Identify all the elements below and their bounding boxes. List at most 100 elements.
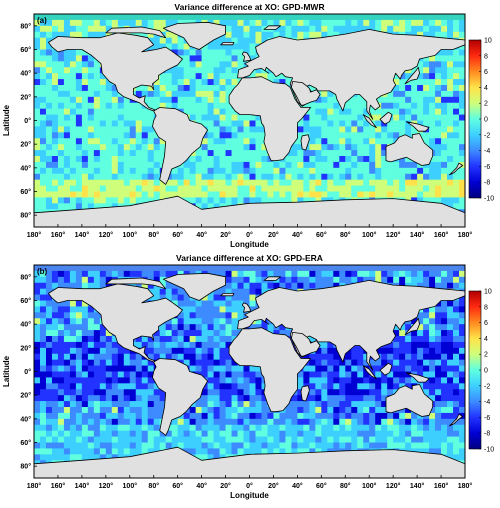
lon-tick-label: 40° (292, 482, 303, 490)
panel-letter: (b) (37, 267, 48, 276)
land-shape (405, 121, 430, 132)
colorbar-tick-label: 0 (484, 368, 488, 375)
land-shape (237, 29, 465, 120)
lat-tick-label: 20° (20, 93, 31, 101)
lat-tick-label: 40° (20, 164, 31, 172)
colorbar-tick-label: -4 (484, 148, 490, 155)
lon-tick-label: 140° (410, 231, 425, 239)
lon-tick-label: 120° (386, 231, 401, 239)
land-shape (241, 302, 252, 313)
lon-tick-label: 120° (99, 482, 114, 490)
colorbar-tick-label: 8 (484, 53, 488, 60)
lon-tick-label: 100° (123, 231, 138, 239)
lon-tick-label: 120° (99, 231, 114, 239)
colorbar-tick-label: 10 (484, 289, 492, 296)
lon-tick-label: 20° (268, 482, 279, 490)
colorbar-tick-label: 6 (484, 69, 488, 76)
land-shape (291, 81, 321, 106)
lat-tick-label: 60° (20, 188, 31, 196)
land-shape (404, 317, 420, 336)
land-shape (228, 76, 311, 162)
colorbar-tick-label: 2 (484, 352, 488, 359)
lon-tick-label: 40° (196, 231, 207, 239)
land-shape (220, 293, 235, 297)
colorbar-tick-label: -2 (484, 383, 490, 390)
land-shape (228, 327, 311, 413)
lon-tick-label: 180° (458, 231, 473, 239)
panel-b: Variance difference at XO: GPD-ERA (b) 80°… (2, 253, 494, 500)
land-shape (405, 372, 430, 383)
lon-tick-label: 0° (246, 482, 253, 490)
land-shape (48, 283, 183, 363)
lon-tick-label: 160° (434, 231, 449, 239)
land-masses (34, 272, 465, 478)
lat-tick-label: 20° (20, 344, 31, 352)
land-shape (162, 21, 226, 50)
lon-tick-label: 140° (75, 231, 90, 239)
colorbar-tick-label: 10 (484, 38, 492, 45)
land-masses (34, 21, 465, 227)
lon-tick-label: 100° (362, 231, 377, 239)
lat-tick-label: 40° (20, 321, 31, 329)
lon-tick-label: 80° (148, 482, 159, 490)
colorbar-tick-label: 2 (484, 101, 488, 108)
lon-tick-label: 80° (148, 231, 159, 239)
lon-tick-label: 60° (172, 231, 183, 239)
lat-tick-label: 80° (20, 273, 31, 281)
lat-tick-label: 60° (20, 439, 31, 447)
lon-tick-label: 180° (27, 482, 42, 490)
colorbar-tick-label: -8 (484, 180, 490, 187)
lon-tick-label: 80° (340, 482, 351, 490)
land-shape (162, 272, 226, 301)
land-shape (220, 42, 235, 46)
lat-tick-label: 60° (20, 297, 31, 305)
land-shape (152, 358, 208, 436)
lon-tick-label: 20° (220, 482, 231, 490)
lon-tick-label: 40° (292, 231, 303, 239)
land-shape (379, 362, 393, 376)
land-shape (263, 25, 281, 30)
colorbar-tick-label: -10 (484, 196, 494, 203)
panel-title: Variance difference at XO: GPD-ERA (176, 253, 323, 263)
lon-tick-label: 100° (362, 482, 377, 490)
land-shape (362, 365, 377, 379)
colorbar-tick-label: 4 (484, 336, 488, 343)
land-shape (385, 133, 434, 166)
land-shape (379, 111, 393, 125)
land-shape (449, 162, 463, 176)
colorbar-tick-label: -8 (484, 431, 490, 438)
land-shape (48, 32, 183, 112)
land-shape (291, 332, 321, 357)
colorbar-tick-label: 4 (484, 85, 488, 92)
lat-tick-label: 80° (20, 212, 31, 220)
land-shape (404, 66, 420, 85)
lat-tick-label: 0° (24, 368, 31, 376)
lat-tick-label: 20° (20, 392, 31, 400)
lat-tick-label: 60° (20, 46, 31, 54)
colorbar-tick-label: -6 (484, 415, 490, 422)
panel-a: Variance difference at XO: GPD-MWR (a) 80°… (2, 2, 494, 249)
lon-tick-label: 160° (51, 231, 66, 239)
lon-tick-label: 60° (316, 482, 327, 490)
colorbar-tick-label: -4 (484, 399, 490, 406)
land-shape (34, 446, 465, 478)
lon-tick-label: 20° (268, 231, 279, 239)
lon-tick-label: 180° (27, 231, 42, 239)
panel-title: Variance difference at XO: GPD-MWR (174, 2, 324, 12)
lon-tick-label: 180° (458, 482, 473, 490)
panel-letter: (a) (37, 16, 47, 25)
lat-tick-label: 80° (20, 22, 31, 30)
land-shape (362, 114, 377, 128)
lon-tick-label: 120° (386, 482, 401, 490)
land-shape (241, 51, 252, 62)
colorbar-tick-label: -10 (484, 447, 494, 454)
lon-tick-label: 60° (172, 482, 183, 490)
land-shape (105, 26, 167, 39)
land-shape (300, 134, 310, 151)
colorbar-tick-label: 6 (484, 320, 488, 327)
land-shape (237, 280, 465, 371)
lat-tick-label: 40° (20, 415, 31, 423)
colorbar-tick-label: -2 (484, 132, 490, 139)
lon-tick-label: 60° (316, 231, 327, 239)
colorbar-tick-label: 0 (484, 117, 488, 124)
